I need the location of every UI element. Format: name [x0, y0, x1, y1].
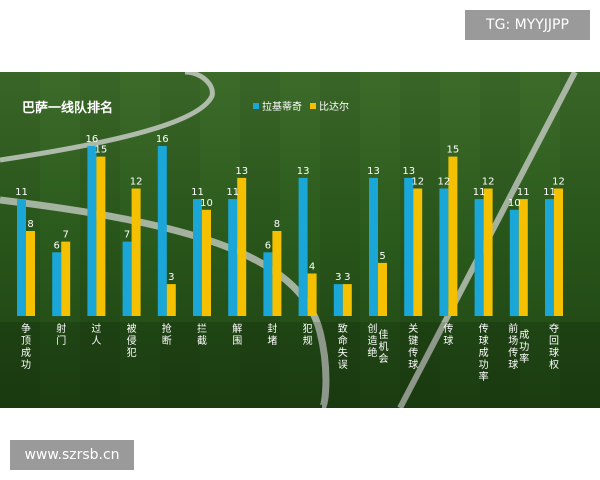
bar-series1-0 — [17, 199, 26, 316]
bar-series1-3 — [122, 241, 132, 316]
category-label-4: 抢断 — [162, 322, 172, 347]
bar-series1-5 — [193, 199, 202, 316]
bar-series1-11 — [404, 177, 414, 316]
value-label-series2-8: 4 — [309, 262, 315, 273]
value-label-series2-10: 5 — [379, 251, 385, 262]
bar-series1-15 — [545, 199, 554, 316]
chart-title: 巴萨一线队排名 — [22, 100, 113, 116]
bar-series2-14 — [518, 199, 528, 316]
bar-series1-1 — [52, 252, 62, 317]
bars-group — [17, 146, 563, 317]
value-label-series1-7: 6 — [265, 240, 271, 251]
pitch-line-arc — [0, 72, 215, 163]
bar-series1-4 — [157, 146, 167, 316]
value-label-series2-0: 8 — [27, 219, 33, 230]
category-label-6: 解围 — [232, 322, 242, 347]
bar-series2-6 — [237, 177, 247, 316]
value-label-series1-4: 16 — [156, 134, 169, 145]
value-label-series2-2: 15 — [95, 145, 108, 156]
pitch-line-curve — [0, 196, 330, 408]
category-label-3: 被侵犯 — [127, 322, 137, 359]
legend-label-series2: 比达尔 — [319, 100, 349, 113]
category-label-13: 传球成功率 — [479, 323, 489, 383]
category-label-0: 争顶成功 — [21, 322, 31, 371]
legend-swatch-series2 — [310, 103, 316, 109]
value-label-series1-8: 13 — [297, 166, 310, 177]
bar-series2-2 — [96, 156, 106, 316]
category-label-8: 犯规 — [303, 323, 313, 347]
value-label-series2-3: 12 — [130, 177, 143, 188]
category-label-9: 致命失误 — [338, 322, 348, 371]
legend-swatch-series1 — [253, 103, 259, 109]
bar-series2-5 — [202, 209, 211, 317]
value-label-series1-11: 13 — [402, 166, 415, 177]
bar-series1-10 — [369, 177, 378, 316]
category-label-10: 创造绝佳机会 — [368, 322, 389, 365]
bar-series2-7 — [272, 231, 282, 316]
bar-series1-13 — [474, 199, 484, 316]
bar-series2-13 — [483, 188, 493, 316]
bar-series1-6 — [228, 199, 238, 316]
value-label-series2-9: 3 — [344, 272, 350, 283]
bar-series2-8 — [307, 273, 317, 316]
value-label-series1-2: 16 — [86, 134, 99, 145]
category-label-12: 传球 — [443, 323, 453, 347]
value-label-series2-15: 12 — [552, 177, 565, 188]
bar-series1-7 — [263, 252, 273, 317]
telegram-badge: TG: MYYJJPP — [465, 10, 590, 40]
bar-series2-9 — [342, 284, 352, 316]
value-label-series1-3: 7 — [124, 230, 130, 241]
bar-series1-9 — [333, 284, 343, 316]
value-label-series1-6: 11 — [226, 187, 239, 198]
bar-series1-14 — [509, 209, 519, 317]
value-label-series1-5: 11 — [191, 187, 204, 198]
value-label-series2-14: 11 — [517, 187, 530, 198]
bar-series1-8 — [298, 177, 308, 316]
grass-shade — [0, 322, 600, 408]
value-label-series1-14: 10 — [508, 198, 521, 209]
value-label-series1-10: 13 — [367, 166, 380, 177]
category-label-15: 夺回球权 — [549, 322, 559, 371]
value-label-series2-13: 12 — [482, 177, 495, 188]
bar-series2-12 — [448, 156, 458, 316]
value-label-series1-12: 12 — [438, 177, 451, 188]
value-label-series2-7: 8 — [274, 219, 280, 230]
bar-series2-3 — [131, 188, 141, 316]
bar-series1-12 — [439, 188, 449, 316]
bar-series2-4 — [166, 284, 176, 316]
bar-series1-2 — [87, 146, 97, 316]
category-label-5: 拦截 — [197, 322, 207, 347]
value-label-series2-5: 10 — [200, 198, 213, 209]
category-label-14: 前场传球成功率 — [508, 322, 529, 371]
category-label-11: 关键传球 — [408, 322, 418, 371]
bar-series2-0 — [26, 231, 35, 316]
value-label-series1-13: 11 — [473, 187, 486, 198]
value-label-series2-1: 7 — [63, 230, 69, 241]
bar-series2-15 — [554, 188, 563, 316]
chart-panel: 巴萨一线队排名 拉基蒂奇 比达尔 11 8 6 7 16 15 7 12 16 3 11 10 11 13… — [0, 72, 600, 408]
value-label-series1-1: 6 — [54, 240, 60, 251]
legend-label-series1: 拉基蒂奇 — [262, 100, 302, 113]
website-badge: www.szrsb.cn — [10, 440, 134, 470]
bar-series2-11 — [413, 188, 423, 316]
bar-chart: 巴萨一线队排名 拉基蒂奇 比达尔 11867161571216311101113… — [0, 72, 600, 408]
category-label-2: 过人 — [91, 322, 101, 347]
value-label-series1-0: 11 — [15, 187, 28, 198]
value-label-series2-6: 13 — [235, 166, 248, 177]
value-label-series2-12: 15 — [447, 145, 460, 156]
category-label-7: 封堵 — [267, 322, 277, 347]
bar-series2-10 — [378, 262, 387, 316]
value-label-series1-9: 3 — [335, 272, 341, 283]
bar-series2-1 — [61, 241, 71, 316]
category-label-1: 射门 — [56, 323, 66, 347]
legend: 拉基蒂奇 比达尔 — [253, 100, 349, 113]
value-label-series1-15: 11 — [543, 187, 556, 198]
value-label-series2-4: 3 — [168, 272, 174, 283]
value-label-series2-11: 12 — [411, 177, 424, 188]
